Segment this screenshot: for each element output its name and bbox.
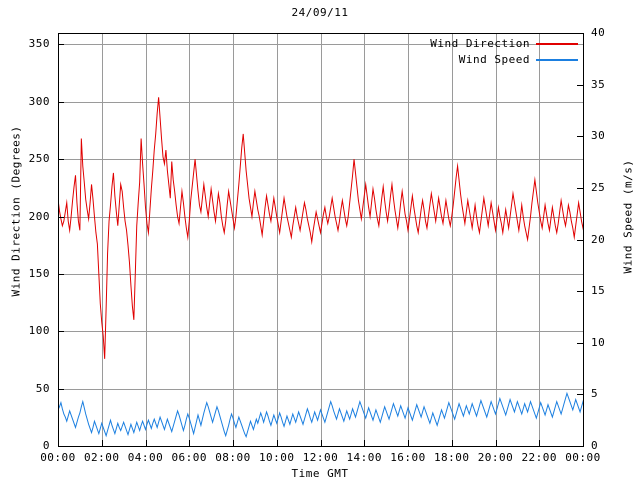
legend-label-wind-speed: Wind Speed bbox=[458, 53, 530, 66]
y-axis-right-tick-label: 35 bbox=[591, 77, 606, 91]
x-axis-tick-label: 16:00 bbox=[390, 451, 426, 464]
x-axis-tick-label: 02:00 bbox=[83, 451, 120, 464]
legend-swatch-wind-speed bbox=[536, 59, 578, 61]
y-axis-left-tick-label: 0 bbox=[42, 439, 50, 452]
x-axis-tick-label: 18:00 bbox=[433, 451, 470, 464]
y-axis-right-title: Wind Speed (m/s) bbox=[621, 159, 635, 274]
y-axis-left-tick-label: 300 bbox=[28, 94, 50, 108]
y-axis-right-tick-label: 0 bbox=[591, 439, 599, 452]
chart-title: 24/09/11 bbox=[291, 6, 349, 19]
y-axis-left-tick-label: 350 bbox=[28, 37, 50, 51]
x-axis-tick-label: 08:00 bbox=[215, 451, 251, 464]
y-axis-right-tick-label: 10 bbox=[591, 335, 606, 349]
x-axis-tick-label: 12:00 bbox=[302, 451, 339, 464]
x-axis-tick-label: 22:00 bbox=[521, 451, 558, 464]
legend-swatch-wind-direction bbox=[536, 43, 578, 45]
y-axis-right-tick-label: 40 bbox=[591, 26, 606, 39]
x-axis-tick-label: 00:00 bbox=[565, 451, 601, 464]
x-axis-tick-label: 04:00 bbox=[127, 451, 164, 464]
x-axis-tick-label: 20:00 bbox=[477, 451, 514, 464]
y-axis-left-tick-label: 200 bbox=[28, 209, 50, 223]
y-axis-left-tick-label: 250 bbox=[28, 152, 50, 166]
y-axis-right-tick-label: 15 bbox=[591, 284, 606, 298]
x-axis-tick-label: 10:00 bbox=[258, 451, 295, 464]
x-axis-tick-label: 06:00 bbox=[171, 451, 208, 464]
y-axis-right-tick-label: 20 bbox=[591, 232, 606, 246]
x-axis-tick-label: 14:00 bbox=[346, 451, 383, 464]
legend-label-wind-direction: Wind Direction bbox=[430, 37, 530, 50]
x-axis-tick-label: 00:00 bbox=[40, 451, 76, 464]
y-axis-left-tick-label: 50 bbox=[35, 381, 50, 395]
y-axis-left-tick-label: 150 bbox=[28, 266, 50, 280]
y-axis-right-tick-label: 30 bbox=[591, 129, 606, 143]
y-axis-left-tick-label: 100 bbox=[28, 324, 50, 338]
x-axis-title: Time GMT bbox=[291, 467, 349, 480]
y-axis-right-tick-label: 5 bbox=[591, 387, 599, 401]
y-axis-right-tick-label: 25 bbox=[591, 180, 606, 194]
